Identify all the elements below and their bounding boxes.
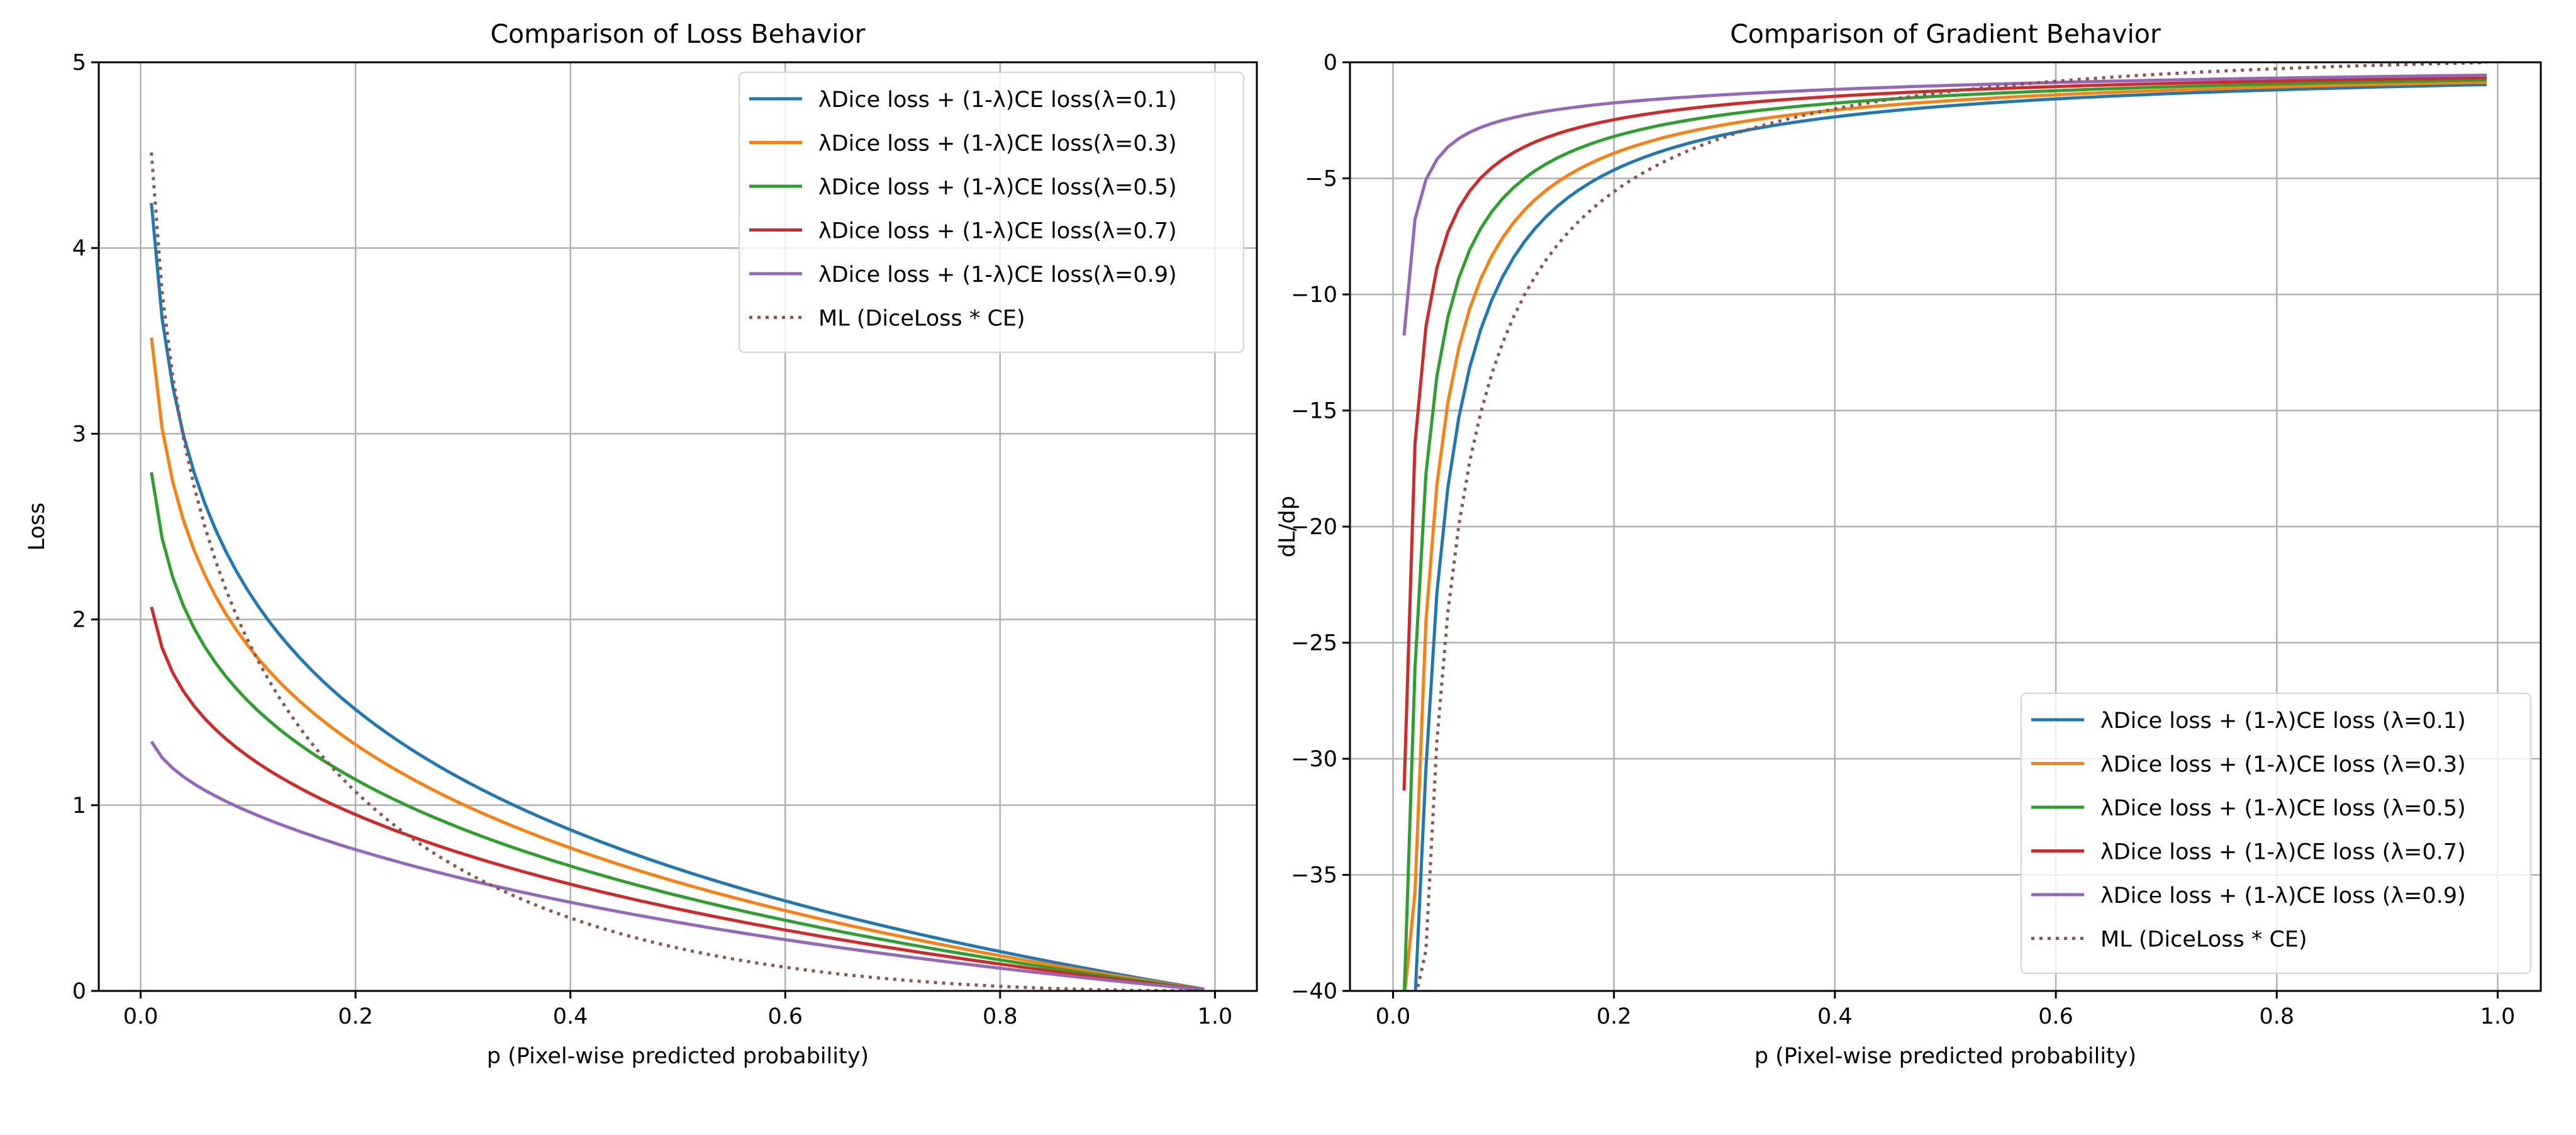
legend-entry: λDice loss + (1-λ)CE loss (λ=0.1) [2100,708,2466,734]
y-tick-label: −30 [1291,747,1337,772]
series-line [150,203,1205,991]
series-line [1403,81,2487,991]
series-line [150,472,1205,991]
x-tick-label: 0.4 [1817,1004,1853,1029]
series-line [150,337,1205,991]
legend-entry: λDice loss + (1-λ)CE loss (λ=0.9) [2100,883,2466,909]
series-group [1402,62,2487,991]
series-line [150,606,1205,991]
series-line [1402,78,2487,991]
y-tick-label: −15 [1291,399,1337,424]
x-tick-label: 0.0 [123,1004,159,1029]
y-tick-label: −25 [1291,631,1337,656]
y-tick-label: −20 [1291,515,1337,540]
chart-title: Comparison of Loss Behavior [490,19,865,49]
y-axis-label: Loss [25,503,50,551]
legend-box [738,71,1245,354]
series-line [150,741,1205,991]
y-tick-label: 2 [72,608,86,633]
legend-entry: λDice loss + (1-λ)CE loss (λ=0.3) [2100,752,2466,778]
axes-frame [98,61,1258,992]
y-tick-label: 0 [1324,50,1337,75]
legend-entry: ML (DiceLoss * CE) [818,306,1025,332]
series-line [1413,82,2487,991]
series-line [1415,62,2487,991]
y-tick-label: 5 [72,50,86,75]
x-tick-label: 1.0 [1198,1004,1233,1029]
x-axis-label: p (Pixel-wise predicted probability) [487,1044,869,1069]
y-tick-label: −35 [1291,863,1337,888]
x-axis-label: p (Pixel-wise predicted probability) [1754,1044,2136,1069]
y-tick-label: 3 [72,422,86,447]
legend-box [2020,692,2532,975]
x-tick-label: 0.6 [767,1004,803,1029]
x-tick-label: 0.8 [983,1004,1018,1029]
gradient-chart: 0.0 0.2 0.4 0.6 0.8 1.0 −40 −35 −30 −25 −20 −15 −10 −… [1275,19,2542,1069]
legend-entry: λDice loss + (1-λ)CE loss (λ=0.5) [2100,796,2466,821]
series-line [1402,74,2487,336]
x-tick-label: 0.8 [2259,1004,2294,1029]
legend: λDice loss + (1-λ)CE loss(λ=0.1) λDice lo… [738,71,1245,354]
x-tick-label: 0.4 [553,1004,588,1029]
y-tick-label: −40 [1291,979,1337,1004]
y-axis-label: dL/dp [1275,496,1300,557]
legend-entry: ML (DiceLoss * CE) [2100,927,2307,953]
y-tick-label: 4 [72,236,86,261]
legend-entry: λDice loss + (1-λ)CE loss(λ=0.9) [818,262,1177,288]
y-tick-label: −10 [1291,282,1337,308]
y-tick-label: −5 [1305,167,1337,192]
legend-entry: λDice loss + (1-λ)CE loss (λ=0.7) [2100,840,2466,865]
legend-entry: λDice loss + (1-λ)CE loss(λ=0.1) [818,87,1177,113]
x-tick-label: 0.2 [338,1004,373,1029]
x-tick-label: 0.2 [1597,1004,1632,1029]
series-group [150,152,1205,991]
legend-entry: λDice loss + (1-λ)CE loss(λ=0.5) [818,175,1177,200]
y-tick-label: 1 [72,793,86,819]
legend-entry: λDice loss + (1-λ)CE loss(λ=0.3) [818,131,1177,157]
legend: λDice loss + (1-λ)CE loss (λ=0.1) λDice l… [2020,692,2532,975]
series-line [150,152,1205,991]
x-tick-label: 1.0 [2480,1004,2516,1029]
x-tick-label: 0.0 [1376,1004,1411,1029]
legend-entry: λDice loss + (1-λ)CE loss(λ=0.7) [818,219,1177,244]
loss-chart: 0.0 0.2 0.4 0.6 0.8 1.0 0 1 2 3 4 5 Comparison of Lo… [25,19,1258,1069]
x-tick-label: 0.6 [2038,1004,2073,1029]
chart-title: Comparison of Gradient Behavior [1730,19,2161,49]
y-tick-label: 0 [72,979,86,1004]
series-line [1402,75,2487,791]
